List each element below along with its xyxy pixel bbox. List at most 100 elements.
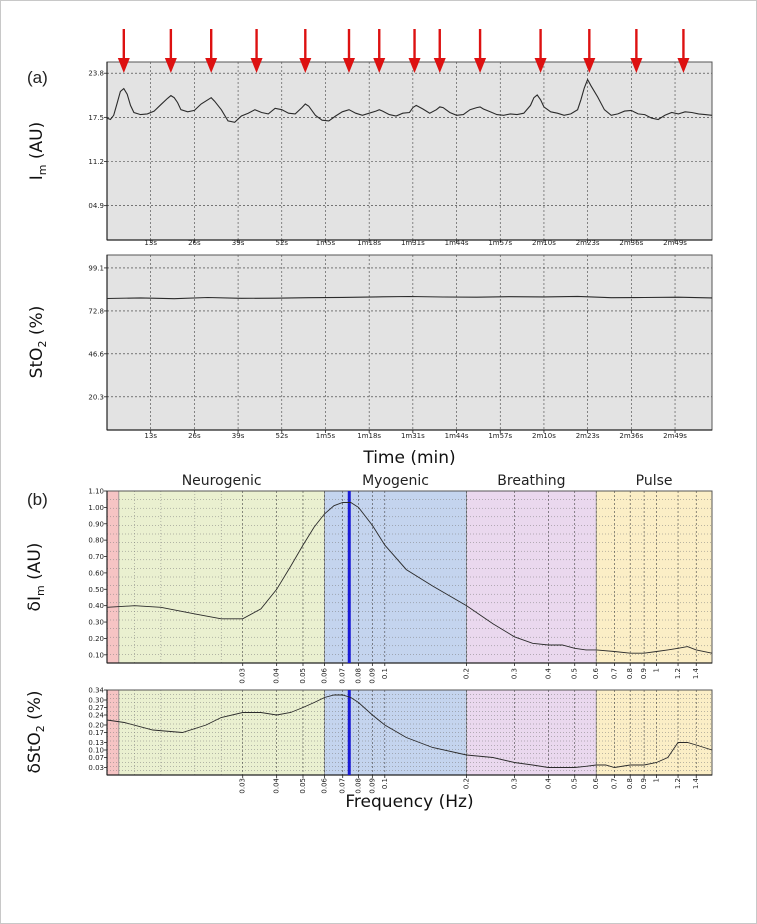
y-tick-label: 0.60 (88, 569, 104, 577)
y-tick-label: 1.00 (88, 504, 104, 512)
x-tick-label: 1m57s (488, 239, 512, 247)
y-axis-label: δIm (AU) (25, 543, 47, 612)
series-line (106, 295, 713, 300)
y-tick-label: 0.20 (88, 635, 104, 643)
y-tick-label: 0.24 (88, 712, 104, 720)
x-tick-label: 39s (232, 432, 245, 440)
band-region-0 (107, 491, 119, 663)
series-line (106, 694, 713, 768)
event-arrow-head (433, 58, 446, 73)
x-tick-label: 0.1 (381, 668, 389, 679)
y-tick-label: 04.9 (88, 202, 104, 210)
x-tick-label: 0.09 (368, 668, 376, 684)
band-region-3 (466, 690, 597, 775)
event-arrow-head (117, 58, 130, 73)
band-label-breathing: Breathing (497, 473, 565, 489)
x-tick-label: 0.06 (321, 777, 329, 793)
x-tick-label: 0.8 (626, 668, 634, 679)
event-arrow-head (343, 58, 355, 73)
x-tick-label: 1.4 (692, 777, 700, 789)
plot-background (107, 255, 712, 430)
y-tick-label: 0.90 (88, 520, 104, 528)
y-tick-label: 0.40 (88, 602, 104, 610)
y-axis-label: Im (AU) (27, 122, 49, 180)
y-tick-label: 20.3 (88, 393, 104, 401)
x-tick-label: 13s (144, 432, 157, 440)
event-arrow-head (373, 58, 386, 73)
x-tick-label: 0.06 (321, 667, 329, 683)
band-label-pulse: Pulse (636, 473, 673, 489)
x-tick-label: 2m36s (619, 239, 643, 247)
x-tick-label: 1.2 (674, 668, 682, 679)
x-tick-label: 0.05 (299, 778, 307, 794)
x-tick-label: 0.6 (592, 777, 600, 789)
band-label-myogenic: Myogenic (362, 473, 429, 489)
x-tick-label: 0.04 (273, 777, 281, 793)
x-tick-label: 0.09 (368, 778, 376, 794)
event-arrow-head (677, 58, 690, 73)
x-tick-label: 13s (144, 239, 157, 247)
x-tick-label: 0.3 (510, 668, 518, 679)
y-tick-label: 99.1 (88, 264, 104, 272)
event-arrow-head (164, 58, 177, 73)
x-tick-label: 0.3 (510, 778, 518, 789)
x-tick-label: 2m10s (532, 239, 556, 247)
y-tick-label: 17.5 (88, 114, 104, 122)
x-tick-label: 1m31s (401, 432, 425, 440)
band-label-neurogenic: Neurogenic (182, 473, 262, 489)
x-tick-label: 0.8 (626, 778, 634, 789)
band-pulse (596, 491, 712, 663)
x-tick-label: 1m31s (401, 239, 425, 247)
x-tick-label: 0.9 (640, 668, 648, 679)
x-tick-label: 1m18s (357, 432, 381, 440)
event-arrow-head (299, 58, 312, 73)
x-tick-label: 1.4 (692, 667, 700, 679)
y-tick-label: 0.50 (88, 586, 104, 594)
event-arrow-head (534, 58, 547, 73)
x-tick-label: 1m44s (445, 239, 469, 247)
x-tick-label: 1m44s (445, 432, 469, 440)
x-tick-label: 2m10s (532, 432, 556, 440)
x-tick-label: 0.2 (463, 778, 471, 789)
x-tick-label: 0.5 (571, 668, 579, 679)
y-tick-label: 0.30 (88, 697, 104, 705)
x-tick-label: 0.05 (299, 668, 307, 684)
band-region-0 (107, 690, 119, 775)
x-tick-label: 52s (275, 239, 288, 247)
event-arrow-head (583, 58, 596, 73)
band-region-4 (596, 690, 712, 775)
y-tick-label: 72.8 (88, 307, 104, 315)
x-tick-label: 1m5s (316, 239, 336, 247)
x-tick-label: 1m18s (357, 239, 381, 247)
event-arrow-head (250, 58, 263, 73)
y-tick-label: 0.03 (88, 764, 104, 772)
band-breathing (466, 491, 597, 663)
x-tick-label: 0.1 (381, 778, 389, 789)
x-tick-label: 0.03 (239, 778, 247, 794)
x-tick-label: 1.2 (674, 778, 682, 789)
y-tick-label: 23.8 (88, 70, 104, 78)
x-tick-label: 1m5s (316, 432, 336, 440)
x-tick-label: 0.7 (610, 778, 618, 789)
y-tick-label: 0.27 (88, 704, 104, 712)
event-arrow-head (205, 58, 218, 73)
x-tick-label: 1 (653, 778, 661, 782)
x-tick-label: 0.03 (239, 668, 247, 684)
y-tick-label: 46.6 (88, 350, 104, 358)
y-tick-label: 0.10 (88, 747, 104, 755)
y-tick-label: 0.10 (88, 651, 104, 659)
x-tick-label: 52s (275, 432, 288, 440)
y-axis-label: δStO2 (%) (25, 690, 47, 773)
x-tick-label: 0.6 (592, 667, 600, 679)
x-tick-label: 39s (232, 239, 245, 247)
x-tick-label: 0.9 (640, 778, 648, 789)
x-tick-label: 2m23s (576, 432, 600, 440)
x-tick-label: 0.04 (273, 667, 281, 683)
y-tick-label: 0.70 (88, 553, 104, 561)
x-tick-label: 0.4 (544, 667, 552, 679)
panel-label-b: (b) (27, 490, 48, 509)
x-axis-label: Time (min) (362, 448, 455, 468)
x-tick-label: 0.07 (339, 668, 347, 684)
y-tick-label: 0.17 (88, 729, 104, 737)
